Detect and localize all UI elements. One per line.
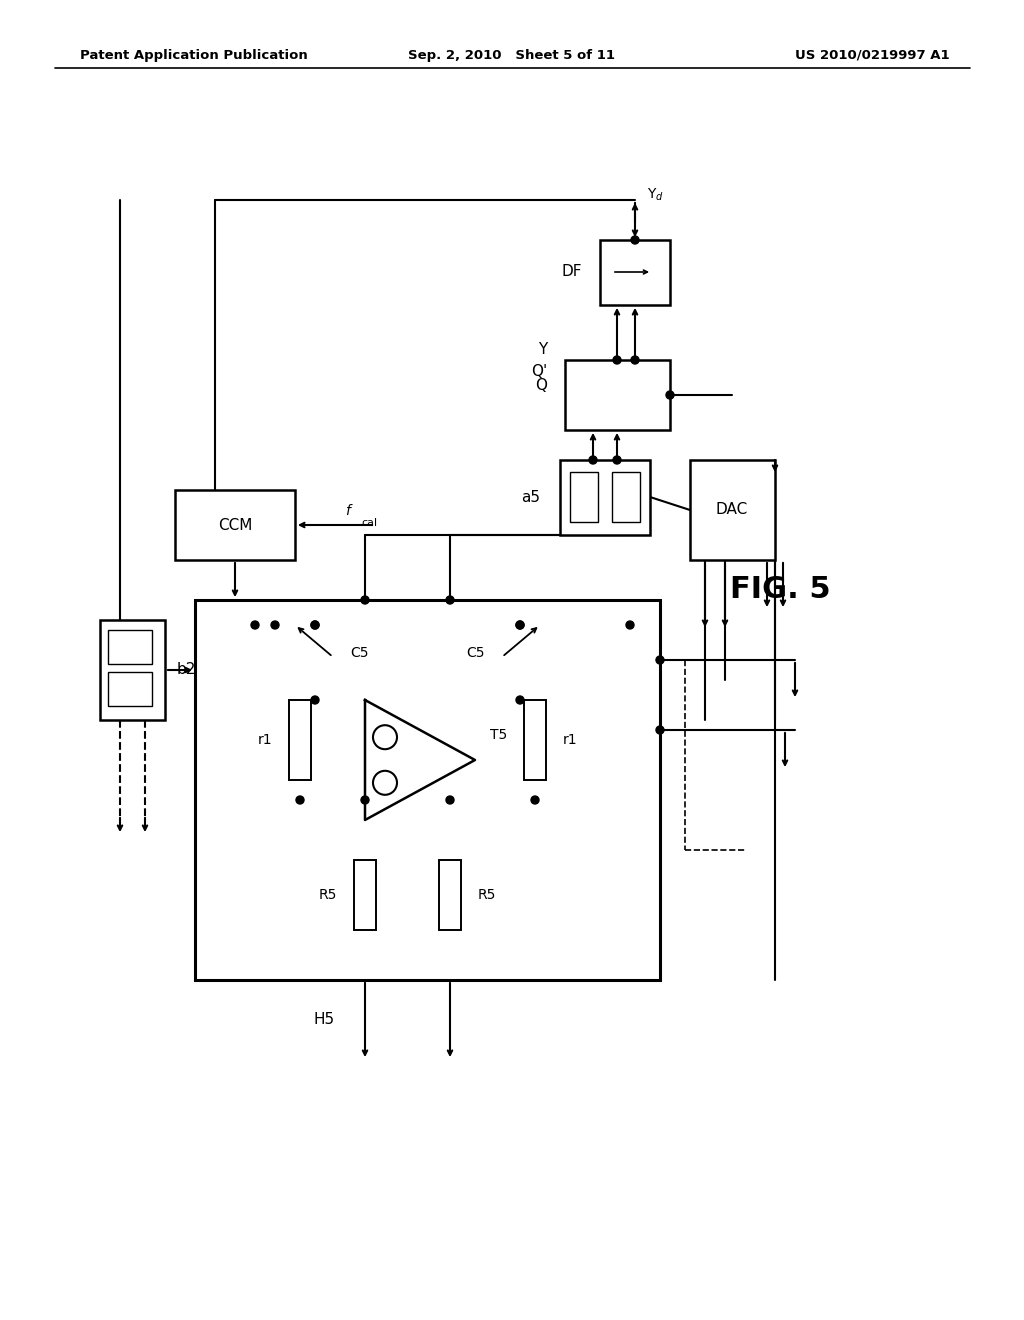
Circle shape: [656, 726, 664, 734]
Circle shape: [446, 796, 454, 804]
Circle shape: [631, 236, 639, 244]
Bar: [195, 601, 660, 979]
Circle shape: [361, 796, 369, 804]
Text: r1: r1: [257, 733, 272, 747]
Text: Q: Q: [535, 378, 547, 392]
Circle shape: [631, 356, 639, 364]
Circle shape: [666, 391, 674, 399]
Text: r1: r1: [563, 733, 578, 747]
Text: C5: C5: [467, 645, 485, 660]
Text: R5: R5: [318, 888, 337, 902]
Bar: [354, 861, 376, 931]
Text: f: f: [345, 504, 350, 517]
Text: FIG. 5: FIG. 5: [730, 576, 830, 605]
Circle shape: [516, 696, 524, 704]
Bar: [690, 459, 775, 560]
Circle shape: [531, 796, 539, 804]
Text: H5: H5: [314, 1012, 335, 1027]
Text: cal: cal: [361, 517, 377, 528]
Bar: [108, 672, 152, 706]
Text: Y$_d$: Y$_d$: [647, 187, 664, 203]
Text: Y: Y: [538, 342, 547, 358]
Circle shape: [311, 620, 319, 630]
Circle shape: [656, 656, 664, 664]
Text: T5: T5: [490, 729, 507, 742]
Polygon shape: [365, 700, 475, 820]
Text: DF: DF: [561, 264, 582, 280]
Text: a5: a5: [521, 490, 540, 504]
Bar: [570, 473, 598, 521]
Text: CCM: CCM: [218, 517, 252, 532]
Bar: [108, 630, 152, 664]
Text: R5: R5: [478, 888, 497, 902]
Text: Sep. 2, 2010   Sheet 5 of 11: Sep. 2, 2010 Sheet 5 of 11: [409, 49, 615, 62]
Circle shape: [516, 620, 524, 630]
Bar: [439, 861, 461, 931]
Bar: [100, 620, 165, 719]
Circle shape: [613, 455, 621, 465]
Bar: [560, 459, 650, 535]
Circle shape: [251, 620, 259, 630]
Circle shape: [613, 356, 621, 364]
Text: US 2010/0219997 A1: US 2010/0219997 A1: [796, 49, 950, 62]
Circle shape: [626, 620, 634, 630]
Text: DAC: DAC: [716, 503, 749, 517]
Bar: [565, 360, 670, 430]
Circle shape: [271, 620, 279, 630]
Circle shape: [589, 455, 597, 465]
Circle shape: [361, 597, 369, 605]
Circle shape: [311, 620, 319, 630]
Bar: [524, 700, 546, 780]
Bar: [175, 490, 295, 560]
Bar: [612, 473, 640, 521]
Text: Q': Q': [530, 364, 547, 380]
Bar: [600, 240, 670, 305]
Circle shape: [296, 796, 304, 804]
Text: Patent Application Publication: Patent Application Publication: [80, 49, 308, 62]
Circle shape: [516, 620, 524, 630]
Bar: [289, 700, 311, 780]
Circle shape: [446, 597, 454, 605]
Text: b2: b2: [177, 663, 197, 677]
Text: C5: C5: [350, 645, 369, 660]
Circle shape: [311, 696, 319, 704]
